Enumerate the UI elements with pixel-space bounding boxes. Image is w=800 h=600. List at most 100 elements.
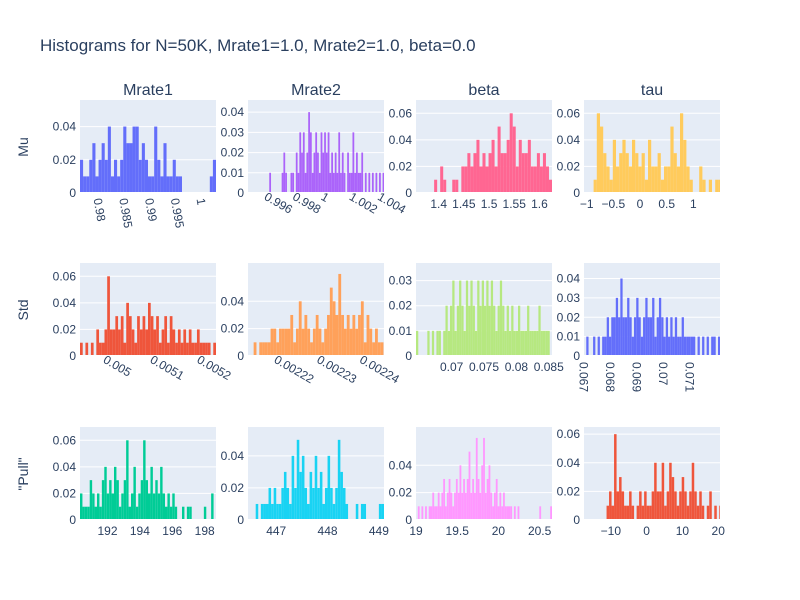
histogram-bar (142, 316, 146, 356)
histogram-bar (174, 506, 178, 520)
histogram-bar (674, 317, 678, 356)
y-tick-label: 0 (573, 349, 580, 363)
x-tick-label: 1.45 (452, 197, 476, 211)
y-tick-label: 0.01 (221, 166, 245, 180)
histogram-panel: 0 0.02 0.04 0.06 192 194 196 198 (53, 427, 216, 538)
histogram-bar (488, 305, 491, 356)
histogram-bar (616, 166, 620, 193)
histogram-bar (609, 491, 612, 520)
subplot-panels: 00.020.040.98 0.985 0.99 0.995 100.010.020.0… (53, 100, 725, 538)
histogram-bar (150, 466, 153, 520)
histogram-bar (162, 493, 165, 520)
y-tick-label: 0.02 (389, 299, 413, 313)
histogram-bar (89, 480, 93, 520)
histogram-bar (643, 317, 646, 356)
histogram-bar (131, 493, 134, 520)
histogram-bar (606, 166, 610, 193)
histogram-bar (518, 305, 521, 356)
histogram-bar (656, 317, 659, 356)
histogram-bar (608, 336, 612, 356)
x-tick-label: 0.00224 (357, 352, 402, 386)
histogram-bar (626, 505, 630, 520)
histogram-bar (295, 328, 299, 356)
x-tick-label: 0.085 (534, 360, 564, 374)
histogram-bar (109, 329, 113, 356)
histogram-bar (178, 176, 182, 193)
y-tick-label: 0.04 (389, 458, 413, 472)
histogram-bar (624, 317, 628, 356)
histogram-bar (104, 159, 108, 193)
histogram-bar (446, 492, 449, 520)
histogram-bar (718, 179, 720, 193)
histogram-bar (620, 278, 623, 356)
histogram-bar (281, 487, 284, 520)
histogram-bar (464, 492, 467, 520)
histogram-bar (109, 480, 112, 520)
histogram-bar (382, 172, 384, 193)
histogram-bar (450, 492, 453, 520)
histogram-bar (686, 505, 690, 520)
histogram-bar (597, 336, 600, 356)
histogram-bar (706, 336, 709, 356)
histogram-bar (273, 328, 277, 356)
histogram-bar (656, 491, 660, 520)
histogram-bar (459, 280, 462, 356)
y-tick-label: 0 (69, 186, 76, 200)
histogram-bar (265, 503, 269, 520)
histogram-bar (318, 328, 322, 356)
histogram-bar (145, 480, 148, 520)
histogram-bar (132, 126, 136, 193)
histogram-bar (260, 503, 264, 520)
histogram-bar (649, 505, 652, 520)
histogram-bar (141, 143, 145, 193)
histogram-bar (309, 132, 312, 193)
histogram-bar (470, 492, 473, 520)
histogram-bar (542, 330, 546, 356)
x-tick-label: 0.00222 (272, 352, 317, 386)
y-tick-label: 0.04 (221, 105, 245, 119)
histogram-bar (681, 317, 684, 356)
histogram-bar (454, 492, 456, 520)
x-tick-label: 1.4 (430, 197, 447, 211)
histogram-bar (649, 317, 653, 356)
histogram-bar (641, 505, 645, 520)
histogram-bar (539, 166, 543, 193)
histogram-bar (697, 336, 700, 356)
histogram-bar (536, 153, 540, 193)
y-tick-label: 0.03 (557, 291, 581, 305)
bar-group (593, 113, 720, 193)
histogram-bar (138, 493, 141, 520)
histogram-bar (454, 330, 457, 356)
histogram-bar (152, 493, 156, 520)
histogram-bar (461, 166, 465, 193)
histogram-bar (486, 280, 489, 356)
histogram-bar (121, 493, 124, 520)
bar-group (80, 440, 214, 520)
histogram-bar (139, 329, 143, 356)
histogram-bar (434, 506, 436, 520)
histogram-bar (163, 143, 167, 193)
histogram-bar (140, 480, 144, 520)
y-tick-label: 0 (405, 513, 412, 527)
histogram-bar (355, 503, 359, 520)
histogram-bar (143, 440, 146, 520)
histogram-bar (606, 317, 609, 356)
histogram-bar (98, 159, 102, 193)
x-tick-label: 0.995 (168, 197, 187, 229)
histogram-bar (329, 287, 333, 356)
y-tick-label: 0 (69, 513, 76, 527)
histogram-bar (169, 176, 173, 193)
histogram-bar (368, 172, 371, 193)
histogram-bar (536, 330, 539, 356)
figure-title: Histograms for N=50K, Mrate1=1.0, Mrate2… (40, 36, 476, 55)
y-tick-label: 0 (405, 186, 412, 200)
histogram-bar (677, 336, 680, 356)
histogram-bar (445, 506, 447, 520)
histogram-bar (304, 314, 308, 356)
histogram-bar (355, 328, 359, 356)
histogram-bar (271, 503, 274, 520)
x-tick-label: 0.5 (658, 197, 675, 211)
histogram-bar (327, 455, 331, 520)
histogram-bar (508, 330, 512, 356)
histogram-bar (145, 329, 148, 356)
